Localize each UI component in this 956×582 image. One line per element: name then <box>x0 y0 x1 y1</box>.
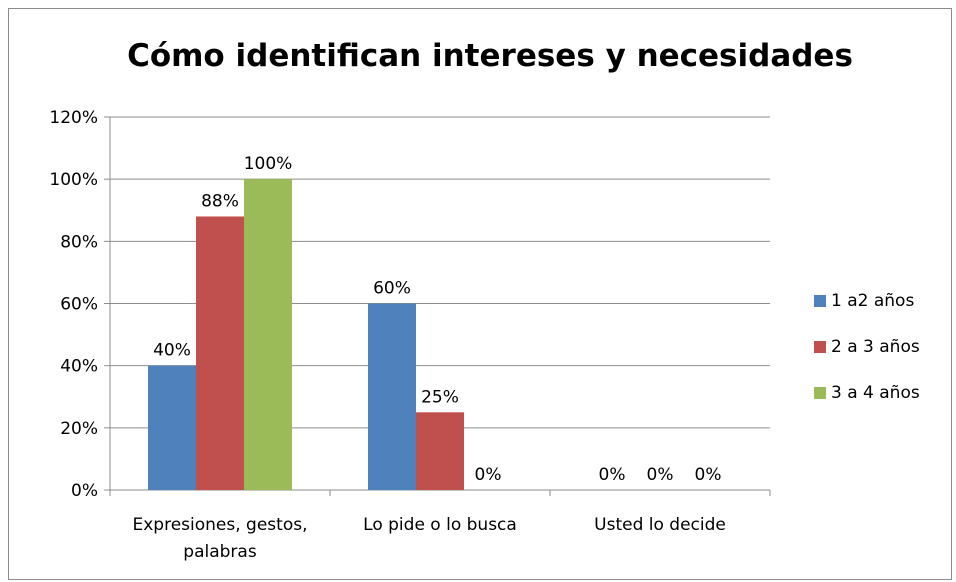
legend-item: 3 a 4 años <box>814 370 920 416</box>
x-tick-label: Usted lo decide <box>594 515 726 535</box>
legend-swatch <box>814 387 826 399</box>
data-label: 25% <box>421 387 459 407</box>
y-tick-label: 120% <box>49 108 98 128</box>
data-label: 60% <box>373 279 411 299</box>
y-tick-label: 40% <box>60 357 98 377</box>
y-tick-label: 0% <box>71 481 98 501</box>
data-label: 88% <box>201 191 239 211</box>
bar <box>196 216 244 490</box>
y-tick-label: 100% <box>49 170 98 190</box>
bar <box>148 365 196 490</box>
y-tick-label: 60% <box>60 295 98 315</box>
legend-item: 2 a 3 años <box>814 324 920 370</box>
bar <box>368 303 416 490</box>
x-tick-label: Expresiones, gestos, <box>133 515 308 535</box>
legend-item: 1 a2 años <box>814 278 920 324</box>
bar <box>244 179 292 490</box>
x-tick-label: palabras <box>183 542 257 562</box>
data-label: 0% <box>647 465 674 485</box>
legend-swatch <box>814 295 826 307</box>
chart-title: Cómo identifican intereses y necesidades <box>127 38 853 74</box>
legend-swatch <box>814 341 826 353</box>
chart-legend: 1 a2 años 2 a 3 años 3 a 4 años <box>814 278 920 416</box>
legend-label: 2 a 3 años <box>831 337 920 357</box>
legend-label: 3 a 4 años <box>831 383 920 403</box>
bar <box>416 412 464 490</box>
y-tick-label: 20% <box>60 419 98 439</box>
x-tick-label: Lo pide o lo busca <box>363 515 517 535</box>
legend-label: 1 a2 años <box>831 291 915 311</box>
data-label: 0% <box>475 465 502 485</box>
y-tick-label: 80% <box>60 232 98 252</box>
data-label: 40% <box>153 341 191 361</box>
data-label: 0% <box>695 465 722 485</box>
data-label: 100% <box>244 154 293 174</box>
data-label: 0% <box>599 465 626 485</box>
